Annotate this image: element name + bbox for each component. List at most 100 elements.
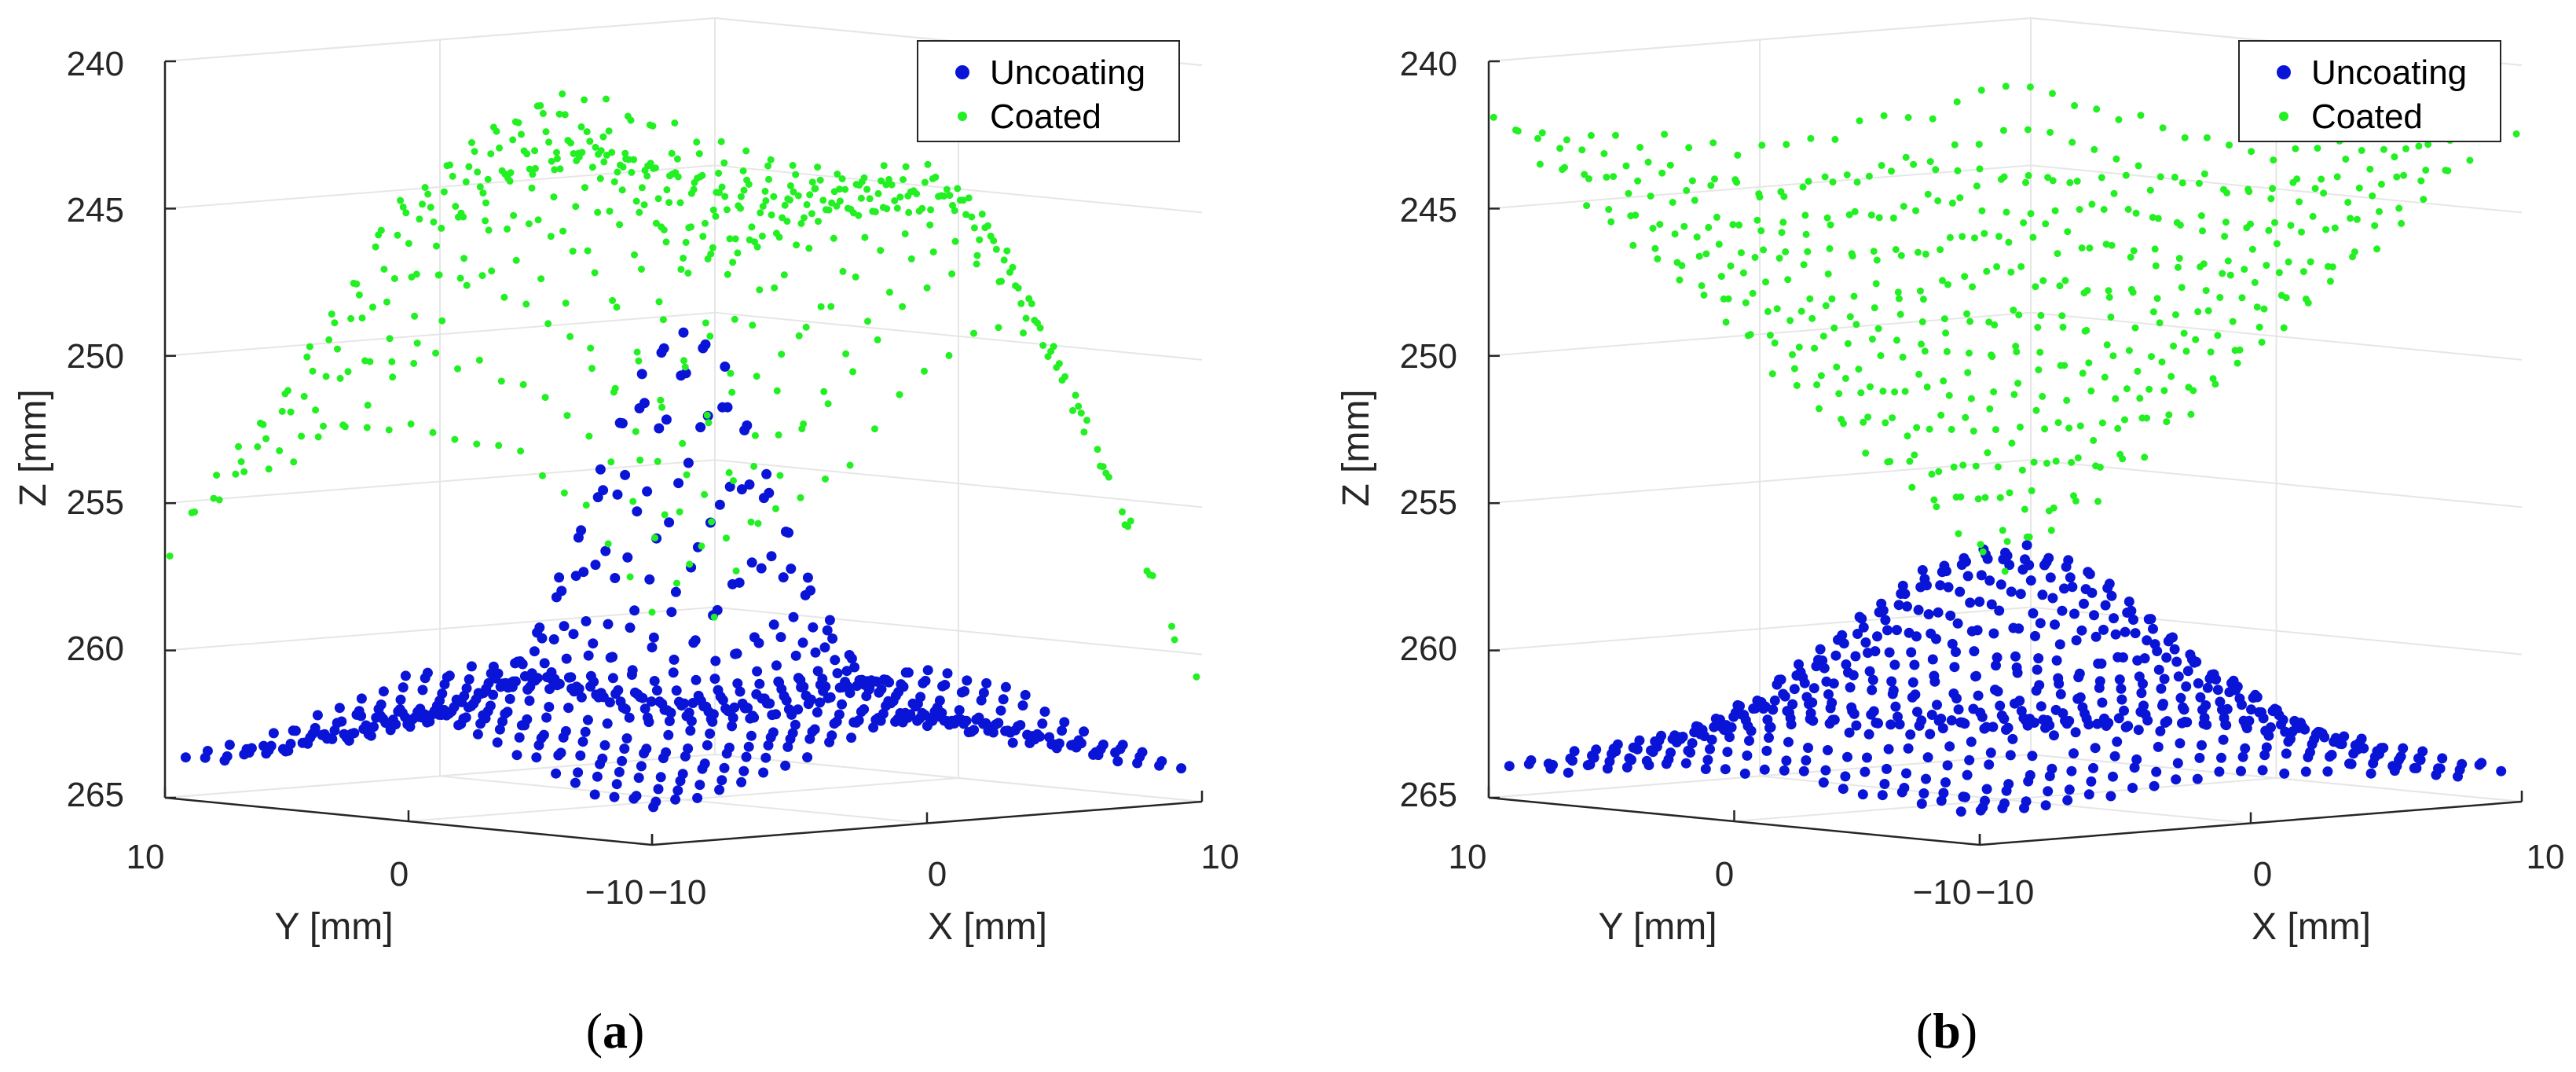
coated-point [1003,247,1011,255]
uncoating-point [2025,769,2036,780]
coated-point [2110,189,2118,197]
uncoating-point [724,481,735,492]
uncoating-point [2197,704,2208,715]
coated-point [2216,294,2224,301]
uncoating-point [1927,654,1938,665]
coated-point [2512,130,2520,138]
uncoating-point [514,732,525,743]
coated-point [716,189,723,196]
uncoating-point [538,729,549,740]
uncoating-point [1991,660,2001,671]
uncoating-point [1953,704,1964,715]
coated-point [429,428,437,436]
coated-point [2036,348,2044,356]
coated-point [1578,146,1586,154]
coated-point [621,149,629,157]
uncoating-point [781,695,792,706]
coated-point [605,127,613,135]
coated-point [1902,153,1910,161]
caption-b: (b) [1916,1003,1977,1059]
coated-point [2076,206,2083,213]
coated-point [2285,258,2292,266]
coated-point [724,270,731,278]
coated-point [1893,336,1900,344]
coated-point [734,249,742,257]
coated-point [1805,178,1812,185]
coated-point [863,185,871,193]
coated-point [1860,418,1867,426]
coated-point [706,332,714,340]
uncoating-point [1912,707,1922,718]
coated-point [1953,98,1961,106]
coated-point [797,219,805,227]
uncoating-point [709,674,720,685]
coated-point [806,191,814,199]
coated-point [597,147,605,155]
uncoating-point [1742,750,1753,761]
coated-point [2123,385,2131,393]
coated-point [1867,211,1875,219]
uncoating-point [790,719,801,730]
coated-point [679,439,687,447]
coated-point [1605,206,1613,213]
coated-point [976,236,984,244]
coated-point [1072,391,1079,399]
uncoating-point [2133,725,2144,736]
coated-point [995,324,1002,332]
uncoating-point [622,552,633,563]
coated-point [303,353,311,361]
coated-point [861,233,869,241]
uncoating-point [625,622,636,633]
coated-point [512,256,520,264]
coated-point [2115,116,2123,123]
coated-point [2199,227,2206,235]
uncoating-point [2119,705,2129,716]
coated-point [1841,375,1849,382]
uncoating-point [2159,674,2170,685]
coated-point [2273,240,2281,248]
coated-point [2187,410,2195,418]
uncoating-point [222,751,233,762]
coated-point [676,508,683,516]
coated-point [278,407,286,415]
coated-point [2318,175,2325,183]
coated-point [488,267,496,275]
uncoating-point [736,484,747,495]
coated-point [1676,276,1684,284]
uncoating-point [951,714,962,725]
uncoating-point [2068,748,2079,759]
coated-point [730,477,737,485]
uncoating-point [631,791,642,802]
uncoating-point [2014,696,2025,707]
coated-point [896,193,904,201]
coated-point [1080,428,1088,436]
uncoating-point [580,726,591,737]
uncoating-point [1838,638,1849,649]
uncoating-point [2075,692,2086,703]
coated-point [632,197,640,205]
uncoating-point [915,692,926,703]
uncoating-point [677,769,688,780]
coated-point [2098,174,2105,182]
coated-point [874,336,881,343]
uncoating-point [1117,740,1128,751]
uncoating-point [714,784,725,795]
uncoating-point [1789,684,1800,695]
coated-point [2466,156,2474,164]
coated-point [2248,245,2256,253]
coated-point [586,138,594,145]
coated-point [2238,294,2246,302]
uncoating-point [993,718,1004,729]
uncoating-point [2138,700,2149,711]
coated-point [2233,359,2241,367]
z-tick-label: 265 [1400,776,1457,814]
coated-point [2044,174,2052,182]
coated-point [2054,250,2061,258]
uncoating-point [1894,719,1905,730]
uncoating-point [1037,718,1048,729]
coated-point [2039,392,2047,400]
coated-point [2178,179,2186,187]
uncoating-point [2130,628,2141,639]
coated-point [2041,425,2049,433]
uncoating-point [1976,570,1987,581]
